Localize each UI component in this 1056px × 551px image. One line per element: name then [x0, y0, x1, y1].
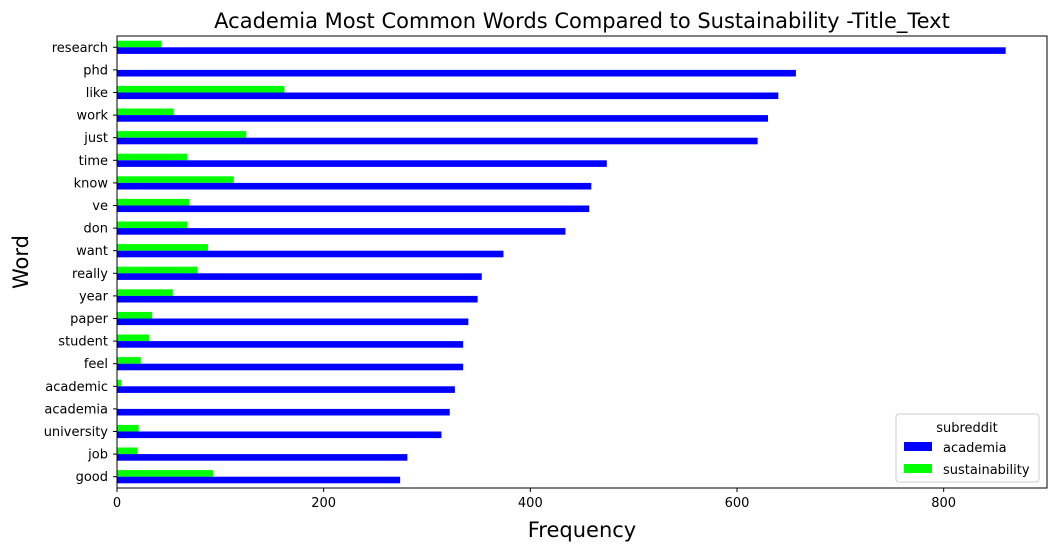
bar-sustainability-student — [117, 334, 150, 342]
legend-title: subreddit — [936, 421, 998, 436]
y-tick-label-job: job — [87, 448, 108, 463]
bar-academia-time — [117, 160, 607, 167]
x-tick-label-400: 400 — [518, 496, 543, 511]
legend-label-academia: academia — [943, 441, 1007, 456]
bar-sustainability-feel — [117, 357, 141, 364]
bar-sustainability-paper — [117, 311, 153, 319]
x-axis-title: Frequency — [528, 518, 637, 542]
bar-academia-paper — [117, 318, 469, 326]
legend-swatch-sustainability — [904, 464, 932, 473]
legend-label-sustainability: sustainability — [943, 463, 1030, 478]
y-tick-label-academia: academia — [44, 402, 108, 417]
plot-frame — [116, 35, 1048, 489]
bar-academia-university — [117, 431, 442, 439]
bar-academia-ve — [117, 205, 590, 213]
bar-academia-work — [117, 115, 768, 122]
y-tick-label-feel: feel — [84, 357, 108, 372]
x-tick-label-800: 800 — [931, 496, 956, 511]
y-tick-label-just: just — [83, 131, 108, 146]
bar-academia-academia — [117, 408, 450, 416]
y-tick-label-student: student — [58, 335, 108, 350]
bar-academia-feel — [117, 363, 464, 371]
bar-sustainability-research — [117, 40, 162, 48]
bar-academia-know — [117, 182, 592, 190]
bar-academia-year — [117, 295, 478, 303]
y-tick-label-good: good — [76, 470, 108, 485]
y-tick-label-really: really — [72, 267, 108, 282]
bars-group — [117, 40, 1006, 484]
y-tick-label-research: research — [52, 41, 108, 56]
chart-title: Academia Most Common Words Compared to S… — [214, 9, 950, 34]
y-tick-label-ve: ve — [92, 199, 108, 214]
x-tick-label-600: 600 — [725, 496, 750, 511]
bar-academia-just — [117, 137, 758, 145]
bar-academia-good — [117, 476, 401, 484]
legend-swatch-academia — [904, 442, 932, 451]
bar-sustainability-university — [117, 424, 139, 432]
y-tick-label-year: year — [79, 289, 109, 304]
bar-sustainability-know — [117, 176, 234, 183]
bar-sustainability-don — [117, 221, 188, 229]
bar-academia-really — [117, 273, 482, 280]
bar-academia-want — [117, 250, 504, 258]
x-tick-label-200: 200 — [311, 496, 336, 511]
y-tick-label-paper: paper — [70, 312, 108, 327]
bar-sustainability-ve — [117, 198, 190, 206]
bar-sustainability-work — [117, 108, 174, 116]
y-tick-label-know: know — [74, 176, 109, 191]
bar-academia-don — [117, 228, 566, 235]
bar-sustainability-academic — [117, 379, 122, 387]
y-tick-label-university: university — [44, 425, 109, 440]
y-tick-label-don: don — [84, 222, 108, 237]
bar-academia-job — [117, 454, 408, 461]
y-tick-label-phd: phd — [83, 63, 108, 78]
y-axis-ticks: research phd like work just time know ve don want… — [44, 41, 117, 485]
bar-academia-student — [117, 341, 464, 348]
y-tick-label-academic: academic — [45, 380, 108, 395]
y-tick-label-work: work — [77, 109, 109, 124]
x-axis-ticks: 0 200 400 600 800 — [113, 488, 956, 511]
x-tick-label-0: 0 — [113, 496, 121, 511]
bar-sustainability-time — [117, 153, 188, 161]
bar-academia-phd — [117, 69, 796, 77]
y-tick-label-want: want — [76, 244, 108, 259]
bar-sustainability-job — [117, 447, 138, 455]
bar-academia-research — [117, 47, 1006, 54]
y-tick-label-time: time — [79, 154, 108, 169]
legend: subreddit academia sustainability — [895, 413, 1040, 483]
bar-sustainability-want — [117, 244, 208, 251]
bar-sustainability-good — [117, 470, 214, 477]
bar-sustainability-year — [117, 289, 173, 296]
bar-sustainability-like — [117, 85, 285, 93]
bar-academia-like — [117, 92, 779, 100]
bar-sustainability-really — [117, 266, 198, 274]
y-axis-title: Word — [9, 235, 33, 289]
bar-sustainability-just — [117, 131, 247, 138]
y-tick-label-like: like — [86, 86, 108, 101]
bar-academia-academic — [117, 386, 455, 393]
